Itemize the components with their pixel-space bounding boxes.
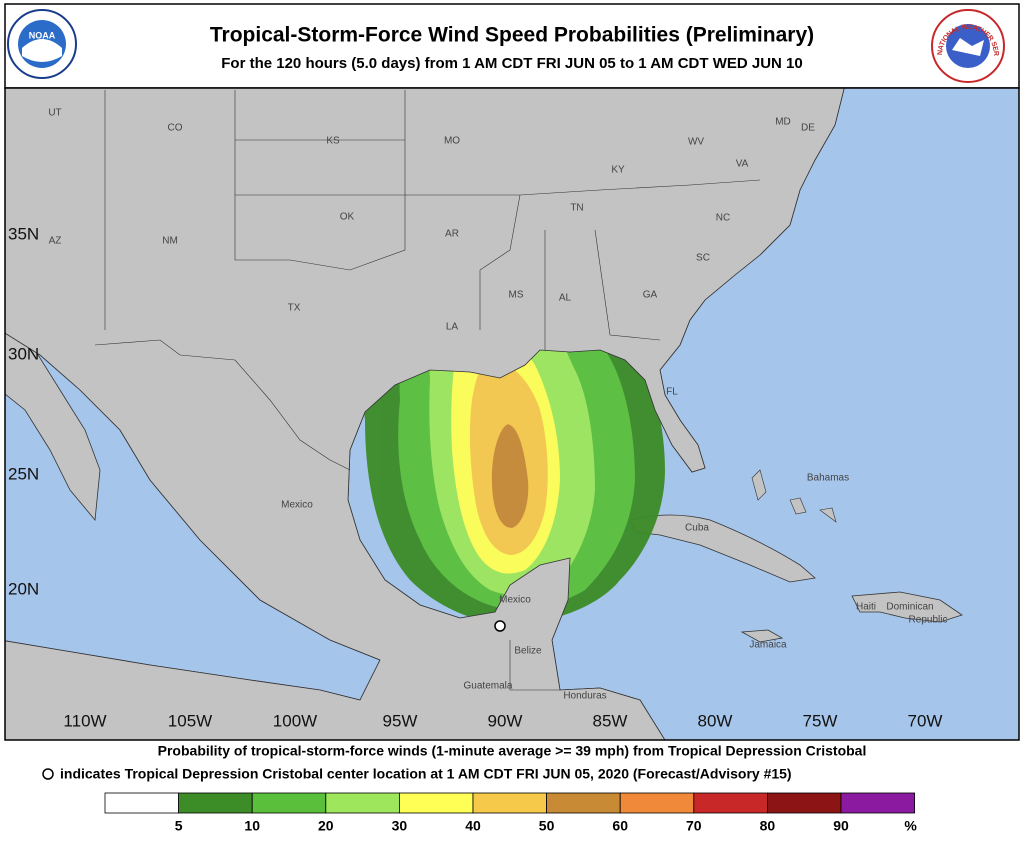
- legend-tick: 20: [318, 818, 334, 834]
- place-label: KS: [326, 136, 340, 147]
- subtitle: For the 120 hours (5.0 days) from 1 AM C…: [221, 55, 802, 72]
- map: 35N 30N 25N 20N 110W 105W 100W 95W 90W 85W 80W 75W 7…: [5, 88, 1019, 740]
- place-label: Jamaica: [749, 640, 787, 651]
- legend-swatch: [840, 792, 915, 814]
- legend-tick: 60: [612, 818, 628, 834]
- legend-swatch: [104, 792, 179, 814]
- place-label: MD: [775, 117, 791, 128]
- place-label: Bahamas: [807, 473, 849, 484]
- legend-tick: 40: [465, 818, 481, 834]
- footer-description: Probability of tropical-storm-force wind…: [158, 743, 867, 759]
- place-label: Republic: [909, 615, 948, 626]
- place-label: UT: [48, 108, 61, 119]
- legend-tick: 10: [244, 818, 260, 834]
- place-label: Dominican: [886, 602, 933, 613]
- hispaniola: [851, 591, 963, 623]
- legend-tick: 80: [760, 818, 776, 834]
- place-label: NC: [716, 213, 730, 224]
- place-label: LA: [446, 322, 459, 333]
- legend-tick: 30: [392, 818, 408, 834]
- place-label: AR: [445, 229, 459, 240]
- place-label: WV: [688, 137, 704, 148]
- place-label: DE: [801, 123, 815, 134]
- place-label: TX: [288, 303, 301, 314]
- header-box: [4, 3, 1020, 89]
- place-label: GA: [643, 290, 658, 301]
- place-label: MS: [509, 290, 524, 301]
- place-label: SC: [696, 253, 710, 264]
- lon-label: 105W: [168, 711, 212, 730]
- swath-50: [491, 424, 529, 528]
- lon-label: 80W: [698, 711, 733, 730]
- legend-swatch: [178, 792, 253, 814]
- lat-label: 20N: [8, 579, 39, 598]
- jamaica: [740, 629, 784, 643]
- legend: 5 10 20 30 40 50 60 70 80 90%: [104, 792, 917, 834]
- place-label: KY: [611, 165, 625, 176]
- footer-center-note: indicates Tropical Depression Cristobal …: [60, 766, 792, 782]
- place-label: Mexico: [281, 500, 313, 511]
- lon-label: 75W: [803, 711, 838, 730]
- place-label: Belize: [514, 646, 542, 657]
- center-symbol: [42, 768, 54, 780]
- place-label: TN: [570, 203, 583, 214]
- place-label: Guatemala: [464, 681, 513, 692]
- map-labels: 35N 30N 25N 20N 110W 105W 100W 95W 90W 85W 80W 75W 7…: [8, 108, 947, 731]
- lon-label: 95W: [383, 711, 418, 730]
- lon-label: 90W: [488, 711, 523, 730]
- legend-swatch: [325, 792, 400, 814]
- legend-tick: 5: [175, 818, 183, 834]
- legend-swatch: [767, 792, 842, 814]
- place-label: VA: [736, 159, 749, 170]
- lon-label: 70W: [908, 711, 943, 730]
- borders: [94, 90, 761, 691]
- baja: [5, 323, 101, 521]
- place-label: AZ: [49, 236, 62, 247]
- legend-swatch: [546, 792, 621, 814]
- legend-swatch: [619, 792, 695, 814]
- place-label: NM: [162, 236, 178, 247]
- place-label: Honduras: [563, 691, 606, 702]
- place-label: MO: [444, 136, 460, 147]
- title: Tropical-Storm-Force Wind Speed Probabil…: [210, 24, 814, 47]
- legend-swatch: [472, 792, 547, 814]
- legend-tick: 90: [833, 818, 849, 834]
- storm-center: [494, 620, 506, 632]
- place-label: CO: [168, 123, 183, 134]
- place-label: Haiti: [856, 602, 876, 613]
- legend-tick: 70: [686, 818, 702, 834]
- noaa-logo: NOAA: [7, 9, 77, 79]
- place-label: Cuba: [685, 523, 709, 534]
- lon-label: 100W: [273, 711, 317, 730]
- lat-label: 25N: [8, 464, 39, 483]
- legend-unit: %: [904, 818, 917, 834]
- cuba: [629, 514, 816, 583]
- lon-label: 85W: [593, 711, 628, 730]
- place-label: Mexico: [499, 595, 531, 606]
- lat-label: 35N: [8, 224, 39, 243]
- legend-tick: 50: [539, 818, 555, 834]
- noaa-logo-text: NOAA: [29, 30, 56, 40]
- legend-swatch: [251, 792, 327, 814]
- place-label: AL: [559, 293, 572, 304]
- lat-label: 30N: [8, 344, 39, 363]
- place-label: OK: [340, 212, 355, 223]
- bahamas: [751, 469, 837, 523]
- legend-swatch: [693, 792, 768, 814]
- place-label: FL: [666, 387, 678, 398]
- legend-swatch: [398, 792, 474, 814]
- lon-label: 110W: [63, 711, 106, 730]
- map-frame: [4, 87, 1020, 741]
